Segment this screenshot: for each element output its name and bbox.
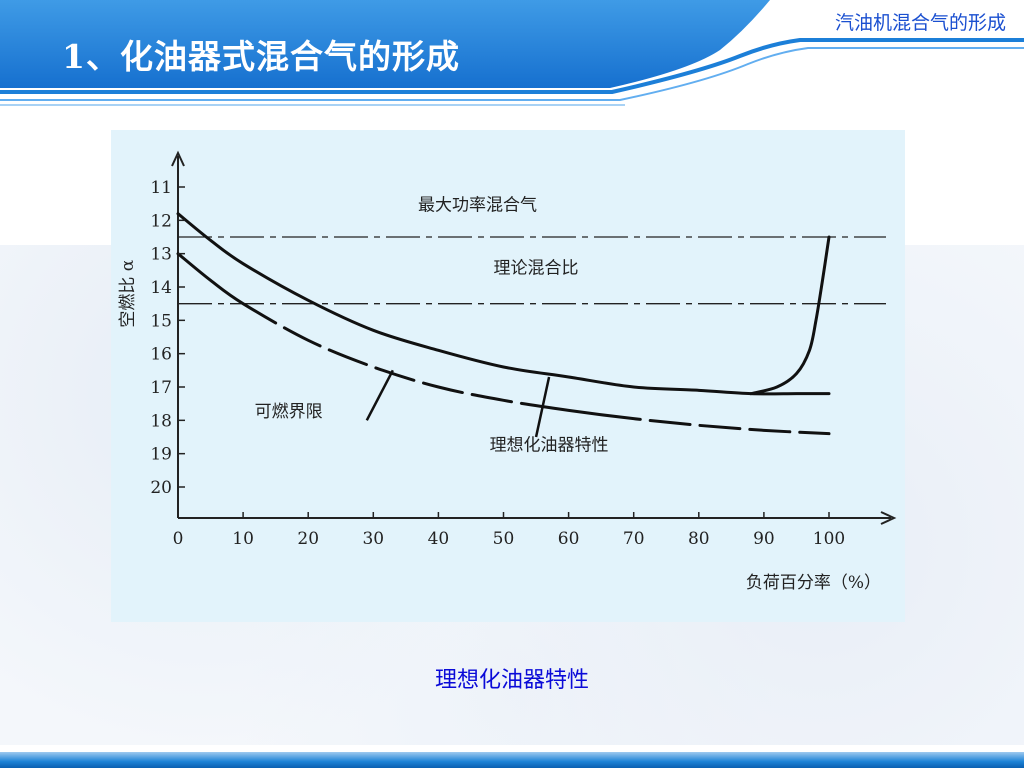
y-tick-label: 16 — [150, 345, 172, 365]
leader-line — [534, 376, 551, 438]
y-tick-label: 14 — [150, 278, 172, 298]
chart-axes — [171, 150, 897, 525]
series-line-3 — [176, 252, 831, 436]
chart-container: 0 10 20 30 40 50 60 70 80 90 100 11 12 13 14 15 16 17 18 19… — [111, 130, 905, 622]
footer-bar — [0, 752, 1024, 768]
x-tick-label: 10 — [232, 529, 254, 549]
y-tick-label: 19 — [150, 445, 172, 465]
figure-caption: 理想化油器特性 — [434, 668, 589, 693]
chart-curves — [176, 212, 831, 438]
x-tick-label: 60 — [558, 529, 580, 549]
x-tick-label: 90 — [753, 529, 775, 549]
chart-annotation: 可燃界限 — [255, 402, 323, 422]
x-tick-label: 40 — [428, 529, 450, 549]
chart-annotation: 最大功率混合气 — [418, 195, 537, 215]
x-tick-label: 30 — [362, 529, 384, 549]
y-tick-label: 17 — [150, 378, 172, 398]
y-tick-label: 20 — [150, 478, 172, 498]
tick-labels: 0 10 20 30 40 50 60 70 80 90 100 11 12 13 14 15 16 17 18 19… — [118, 178, 881, 593]
chart-annotation: 理想化油器特性 — [490, 435, 609, 455]
y-tick-label: 15 — [150, 311, 172, 331]
x-tick-label: 70 — [623, 529, 645, 549]
y-axis-arrow — [171, 150, 185, 167]
y-tick-label: 13 — [150, 245, 172, 265]
x-axis-label: 负荷百分率（%） — [746, 573, 881, 593]
x-tick-label: 50 — [493, 529, 515, 549]
y-tick-label: 11 — [150, 178, 172, 198]
y-tick-label: 18 — [150, 411, 172, 431]
section-label: 汽油机混合气的形成 — [834, 12, 1006, 34]
slide-title: 1、化油器式混合气的形成 — [62, 37, 460, 76]
reference-lines — [178, 236, 886, 305]
series-line-2 — [749, 235, 831, 396]
leader-line — [365, 369, 394, 421]
x-tick-label: 0 — [173, 529, 184, 549]
y-tick-label: 12 — [150, 211, 172, 231]
x-axis-arrow — [880, 511, 897, 525]
y-axis-label: 空燃比 α — [118, 259, 138, 327]
x-tick-label: 100 — [813, 529, 845, 549]
x-tick-label: 20 — [297, 529, 319, 549]
header-banner — [0, 0, 1024, 106]
air-fuel-ratio-chart: 0 10 20 30 40 50 60 70 80 90 100 11 12 13 14 15 16 17 18 19… — [118, 150, 897, 593]
x-tick-label: 80 — [688, 529, 710, 549]
chart-annotation: 理论混合比 — [494, 259, 579, 279]
